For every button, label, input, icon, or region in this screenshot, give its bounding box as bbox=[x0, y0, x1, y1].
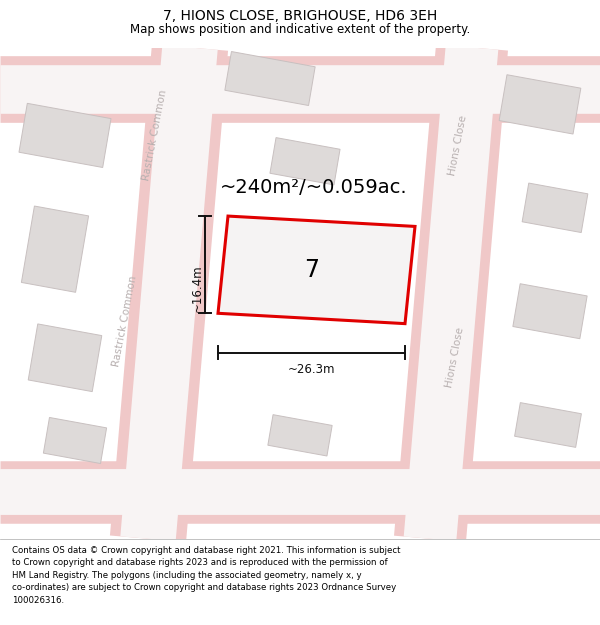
Polygon shape bbox=[22, 206, 89, 292]
Polygon shape bbox=[515, 402, 581, 448]
Text: 7, HIONS CLOSE, BRIGHOUSE, HD6 3EH: 7, HIONS CLOSE, BRIGHOUSE, HD6 3EH bbox=[163, 9, 437, 24]
Text: Hions Close: Hions Close bbox=[447, 115, 469, 177]
Text: Rastrick Common: Rastrick Common bbox=[111, 275, 139, 368]
Text: Map shows position and indicative extent of the property.: Map shows position and indicative extent… bbox=[130, 22, 470, 36]
Text: 7: 7 bbox=[304, 258, 319, 282]
Polygon shape bbox=[522, 183, 588, 232]
Polygon shape bbox=[19, 103, 111, 168]
Text: ~26.3m: ~26.3m bbox=[288, 363, 335, 376]
Text: Rastrick Common: Rastrick Common bbox=[141, 89, 169, 182]
Text: ~16.4m: ~16.4m bbox=[191, 264, 203, 312]
Polygon shape bbox=[225, 51, 315, 106]
Polygon shape bbox=[513, 284, 587, 339]
Polygon shape bbox=[270, 138, 340, 185]
Text: Contains OS data © Crown copyright and database right 2021. This information is : Contains OS data © Crown copyright and d… bbox=[12, 546, 401, 604]
Text: Hions Close: Hions Close bbox=[444, 327, 466, 389]
Polygon shape bbox=[268, 414, 332, 456]
Polygon shape bbox=[43, 418, 107, 464]
Text: ~240m²/~0.059ac.: ~240m²/~0.059ac. bbox=[220, 177, 407, 197]
Polygon shape bbox=[499, 75, 581, 134]
Polygon shape bbox=[218, 216, 415, 324]
Polygon shape bbox=[28, 324, 102, 392]
